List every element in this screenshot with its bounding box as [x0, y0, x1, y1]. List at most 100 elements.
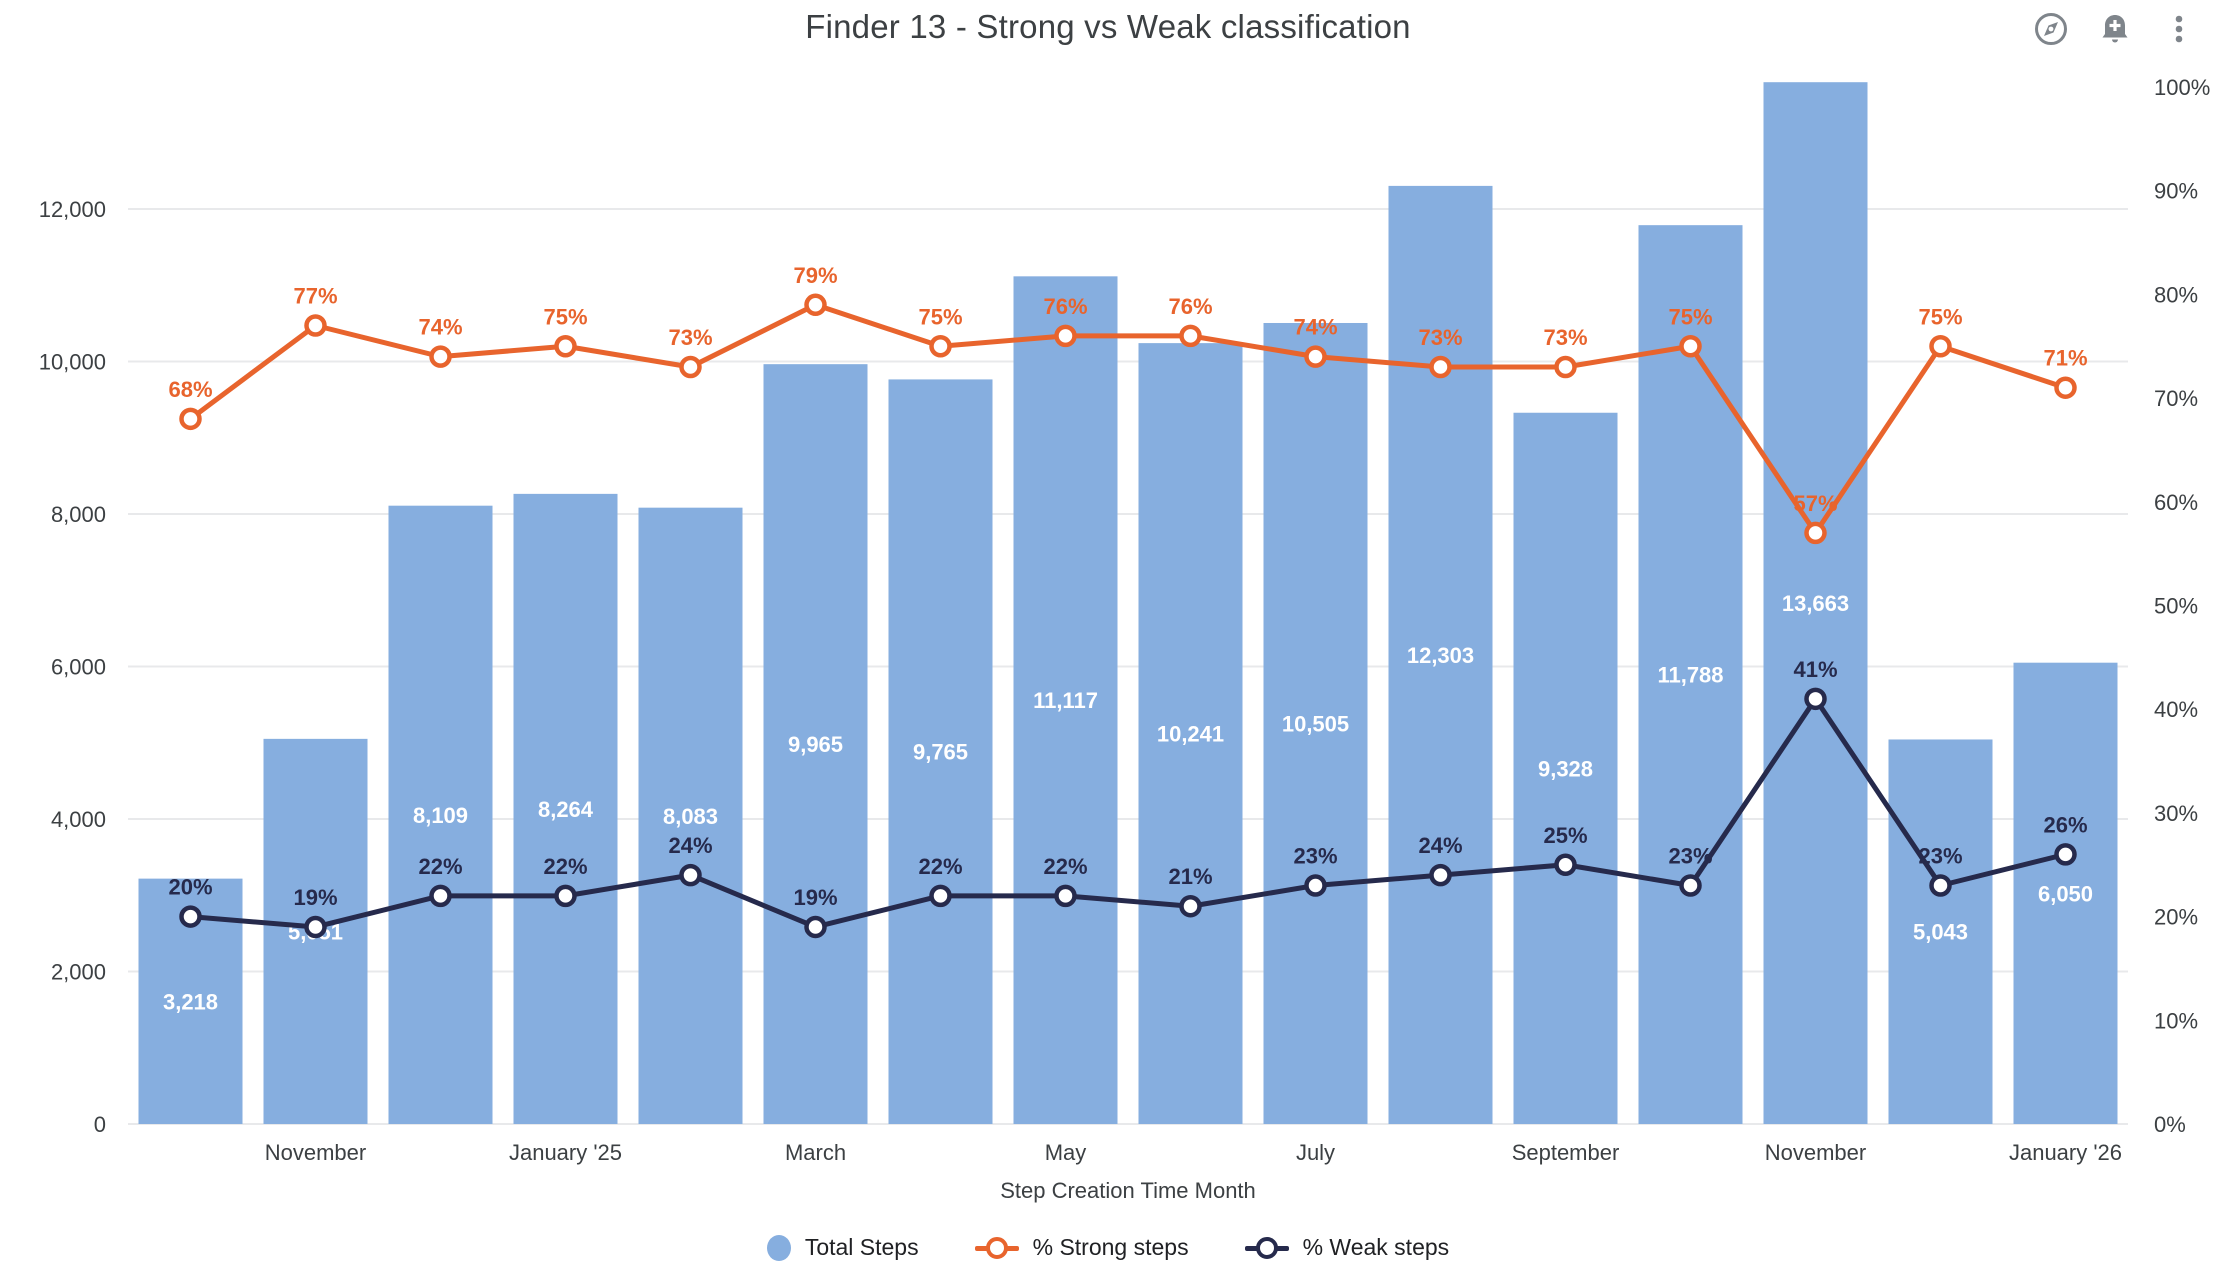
weak-point[interactable]	[1804, 687, 1827, 711]
strong-point[interactable]	[2054, 376, 2077, 399]
more-options-kebab-icon[interactable]	[2160, 10, 2198, 48]
bar-value-label: 9,328	[1538, 756, 1593, 781]
right-axis-tick-label: 100%	[2154, 75, 2210, 100]
weak-point[interactable]	[1054, 884, 1077, 908]
line-value-label: 25%	[1543, 823, 1587, 848]
line-value-label: 75%	[1918, 304, 1962, 329]
bar-value-label: 12,303	[1407, 643, 1474, 668]
line-value-label: 73%	[668, 325, 712, 350]
left-axis-tick-label: 12,000	[39, 197, 106, 222]
weak-point[interactable]	[1554, 853, 1577, 876]
line-value-label: 41%	[1793, 657, 1837, 682]
weak-point[interactable]	[804, 915, 827, 939]
line-value-label: 24%	[668, 833, 712, 858]
total-steps-bar[interactable]	[763, 364, 868, 1124]
bar-value-label: 10,505	[1282, 711, 1349, 736]
line-value-label: 57%	[1793, 491, 1837, 516]
line-value-label: 22%	[418, 854, 462, 879]
weak-point[interactable]	[929, 884, 952, 908]
line-value-label: 23%	[1293, 843, 1337, 868]
line-value-label: 75%	[1668, 304, 1712, 329]
weak-point[interactable]	[179, 905, 202, 928]
weak-steps-swatch-icon	[1244, 1235, 1289, 1261]
bar-value-label: 13,663	[1782, 591, 1849, 616]
bar-value-label: 8,264	[538, 797, 594, 822]
strong-line	[188, 302, 2068, 536]
add-alert-bell-icon[interactable]	[2096, 10, 2134, 48]
legend-item-weak-steps: % Weak steps	[1244, 1234, 1449, 1261]
strong-point[interactable]	[304, 314, 327, 337]
line-value-label: 75%	[543, 304, 587, 329]
left-axis-tick-label: 4,000	[51, 807, 106, 832]
strong-point[interactable]	[804, 293, 827, 317]
strong-point[interactable]	[1804, 521, 1827, 545]
x-axis-tick-label: September	[1512, 1140, 1620, 1165]
total-steps-bar[interactable]	[1013, 276, 1118, 1124]
bar-value-label: 5,043	[1913, 920, 1968, 945]
weak-point[interactable]	[1429, 863, 1452, 887]
line-value-label: 22%	[1043, 854, 1087, 879]
strong-point[interactable]	[929, 335, 952, 358]
compass-explore-icon[interactable]	[2032, 10, 2070, 48]
weak-point[interactable]	[554, 884, 577, 908]
total-steps-bar[interactable]	[1138, 343, 1243, 1124]
line-value-label: 26%	[2043, 812, 2087, 837]
chart-legend: Total Steps % Strong steps % Weak steps	[0, 1234, 2216, 1261]
weak-point[interactable]	[304, 915, 327, 939]
strong-steps-swatch-icon	[974, 1235, 1019, 1261]
header-toolbar	[2032, 10, 2198, 48]
strong-point[interactable]	[179, 407, 202, 431]
total-steps-bar[interactable]	[1388, 185, 1493, 1125]
left-axis-tick-label: 0	[94, 1112, 106, 1137]
bar-value-label: 8,083	[663, 804, 718, 829]
total-steps-swatch-icon	[766, 1234, 791, 1261]
strong-point[interactable]	[679, 355, 702, 379]
x-axis-tick-label: July	[1296, 1140, 1335, 1165]
weak-point[interactable]	[429, 884, 452, 908]
combo-chart: 0 2,000 4,000 6,000 8,000 10,000 12,000 0% 10% 20…	[39, 75, 2211, 1203]
total-steps-bar[interactable]	[888, 379, 993, 1124]
chart-title: Finder 13 - Strong vs Weak classificatio…	[805, 8, 1411, 45]
x-axis-title: Step Creation Time Month	[1000, 1178, 1256, 1203]
left-axis-tick-label: 10,000	[39, 350, 106, 375]
total-steps-bar[interactable]	[1888, 739, 1993, 1124]
weak-point[interactable]	[1304, 874, 1327, 897]
total-steps-bar[interactable]	[2013, 662, 2118, 1124]
strong-point[interactable]	[1429, 355, 1452, 379]
bar-value-label: 11,117	[1033, 688, 1098, 713]
total-steps-bar[interactable]	[388, 505, 493, 1125]
right-axis-tick-label: 0%	[2154, 1112, 2186, 1137]
line-value-label: 74%	[1293, 315, 1337, 340]
strong-point[interactable]	[1179, 324, 1202, 348]
strong-point[interactable]	[554, 335, 577, 358]
left-axis-tick-label: 8,000	[51, 502, 106, 527]
weak-point[interactable]	[679, 863, 702, 887]
strong-point[interactable]	[429, 345, 452, 368]
line-value-label: 22%	[543, 854, 587, 879]
total-steps-bar[interactable]	[1263, 322, 1368, 1124]
weak-point[interactable]	[1929, 874, 1952, 897]
total-steps-bar[interactable]	[513, 493, 618, 1124]
line-value-label: 73%	[1543, 325, 1587, 350]
line-value-label: 23%	[1668, 843, 1712, 868]
strong-point[interactable]	[1929, 335, 1952, 358]
total-steps-bar[interactable]	[638, 507, 743, 1124]
weak-point[interactable]	[2054, 843, 2077, 866]
line-value-label: 73%	[1418, 325, 1462, 350]
legend-label: % Strong steps	[1032, 1234, 1189, 1260]
weak-point[interactable]	[1179, 894, 1202, 918]
x-axis-tick-label: January '26	[2009, 1140, 2122, 1165]
x-axis-tick-label: November	[265, 1140, 366, 1165]
line-value-label: 24%	[1418, 833, 1462, 858]
legend-label: Total Steps	[804, 1234, 919, 1260]
bar-value-label: 3,218	[163, 989, 218, 1014]
right-axis-tick-label: 80%	[2154, 282, 2198, 307]
total-steps-bar[interactable]	[1638, 225, 1743, 1125]
weak-point[interactable]	[1679, 874, 1702, 897]
strong-point[interactable]	[1054, 324, 1077, 348]
strong-point[interactable]	[1554, 355, 1577, 379]
total-steps-bar[interactable]	[1513, 412, 1618, 1124]
strong-point[interactable]	[1304, 345, 1327, 368]
strong-point[interactable]	[1679, 335, 1702, 358]
total-steps-bar[interactable]	[1763, 82, 1868, 1124]
